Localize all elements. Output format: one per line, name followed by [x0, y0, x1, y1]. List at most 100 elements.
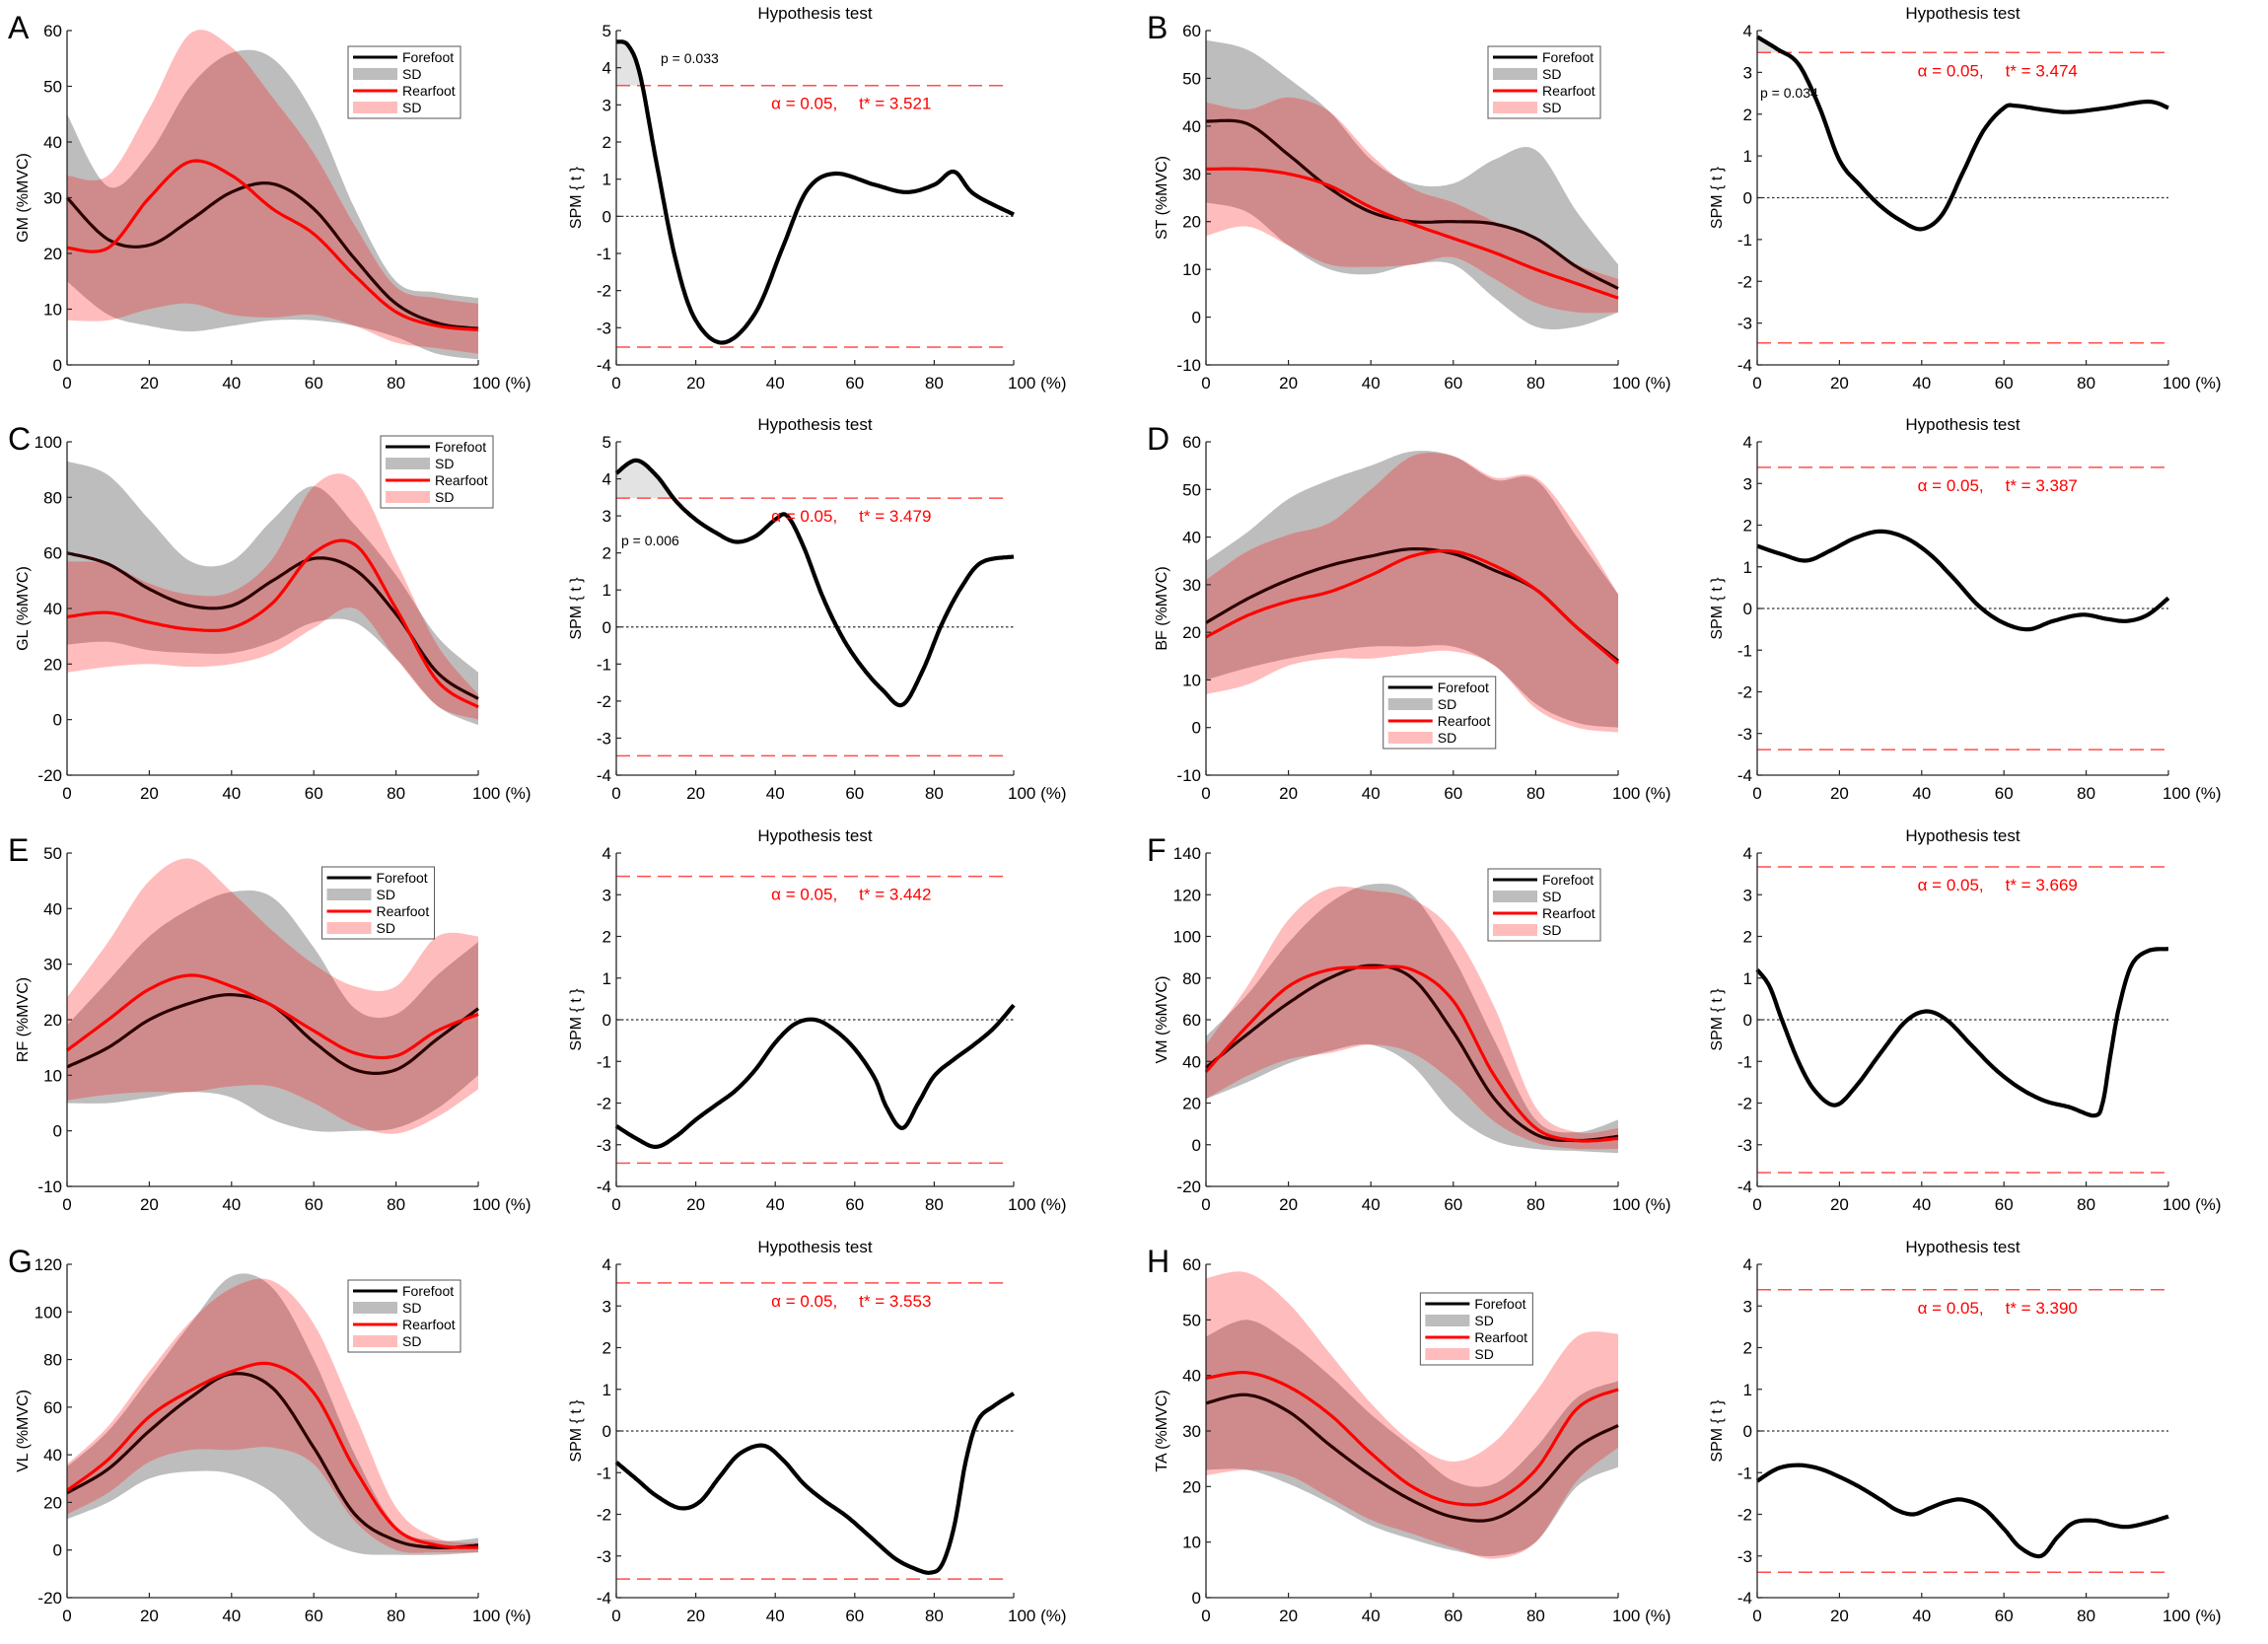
y-tick-label: 2 [1743, 1339, 1752, 1358]
y-axis-label: RF (%MVC) [15, 977, 32, 1062]
x-tick-label: 0 [62, 374, 71, 393]
y-tick-label: 0 [602, 618, 611, 637]
x-tick-label: 40 [766, 1607, 785, 1625]
suprathreshold-cluster [616, 41, 643, 86]
y-tick-label: 50 [43, 78, 62, 97]
y-tick-label: 80 [1182, 969, 1201, 988]
x-tick-label: 20 [140, 374, 159, 393]
x-tick-label: 100 (%) [472, 1607, 532, 1625]
y-tick-label: -4 [1737, 1178, 1752, 1196]
legend-rearfoot-label: Rearfoot [377, 903, 430, 919]
y-tick-label: 4 [602, 1255, 611, 1274]
legend-forefoot-sd-swatch [386, 458, 430, 469]
x-tick-label: 80 [925, 374, 944, 393]
x-tick-label: 60 [1444, 1607, 1462, 1625]
rearfoot-mean-line [1204, 965, 1619, 1143]
y-tick-label: 1 [1743, 969, 1752, 988]
y-tick-label: -3 [597, 319, 611, 337]
x-tick-label: 60 [1444, 1195, 1462, 1214]
legend-rearfoot-sd-label: SD [1542, 100, 1561, 115]
y-tick-label: 30 [1182, 165, 1201, 183]
spm-t-curve [1755, 1463, 2170, 1559]
y-tick-label: 60 [43, 1398, 62, 1417]
x-tick-label: 100 (%) [2162, 1195, 2222, 1214]
x-tick-label: 0 [1752, 1607, 1761, 1625]
y-tick-label: 40 [43, 133, 62, 152]
x-tick-label: 20 [1279, 784, 1298, 803]
x-tick-label: 0 [1752, 784, 1761, 803]
tstar-annotation: t* = 3.390 [2006, 1299, 2078, 1318]
legend-rearfoot-sd-swatch [353, 1335, 397, 1347]
alpha-annotation: α = 0.05, [771, 95, 837, 113]
x-tick-label: 100 (%) [2162, 784, 2222, 803]
legend-forefoot-sd-swatch [353, 68, 397, 80]
x-tick-label: 60 [1995, 374, 2014, 393]
legend-rearfoot-sd-label: SD [402, 1333, 421, 1349]
x-tick-label: 100 (%) [1612, 1195, 1671, 1214]
y-tick-label: 120 [35, 1255, 62, 1274]
y-tick-label: 0 [1743, 1011, 1752, 1030]
panel-letter: H [1147, 1244, 1169, 1279]
rearfoot-mean-line [66, 538, 479, 709]
rearfoot-mean-line [1206, 167, 1619, 300]
tstar-annotation: t* = 3.474 [2006, 61, 2078, 80]
legend-forefoot-label: Forefoot [1438, 679, 1489, 695]
x-tick-label: 80 [387, 1195, 405, 1214]
x-tick-label: 40 [1362, 374, 1381, 393]
alpha-annotation: α = 0.05, [1918, 876, 1984, 894]
y-axis-label: GL (%MVC) [15, 566, 32, 651]
y-tick-label: 5 [602, 433, 611, 452]
x-tick-label: 20 [1830, 1607, 1849, 1625]
y-tick-label: -4 [1737, 1589, 1752, 1608]
y-tick-label: 3 [1743, 886, 1752, 904]
x-tick-label: 100 (%) [1612, 374, 1671, 393]
x-tick-label: 100 (%) [1008, 374, 1067, 393]
y-tick-label: 40 [43, 1446, 62, 1465]
x-tick-label: 80 [1526, 374, 1545, 393]
alpha-annotation: α = 0.05, [1918, 476, 1984, 495]
y-tick-label: 0 [1743, 600, 1752, 618]
legend-forefoot-sd-label: SD [435, 456, 454, 471]
legend-rearfoot-sd-label: SD [1474, 1346, 1493, 1362]
x-tick-label: 60 [845, 374, 864, 393]
spm-panel-C-SPM: -4 -3 -2 -1 0 1 2 3 4 5 0 20 40 60 80 100 (%) SPM { t } H… [568, 415, 1067, 803]
y-axis-label: ST (%MVC) [1154, 156, 1170, 240]
rearfoot-mean-line [1205, 549, 1620, 665]
y-tick-label: 100 [35, 1303, 62, 1322]
y-tick-label: 40 [1182, 529, 1201, 547]
spm-t-curve [1755, 529, 2170, 632]
y-tick-label: 140 [1173, 844, 1201, 863]
x-tick-label: 0 [62, 1195, 71, 1214]
spm-title: Hypothesis test [1905, 1238, 2020, 1256]
legend-rearfoot-sd-label: SD [1542, 922, 1561, 938]
x-tick-label: 20 [140, 1195, 159, 1214]
forefoot-mean-line [1206, 118, 1619, 290]
y-tick-label: 0 [602, 207, 611, 226]
x-tick-label: 60 [305, 1195, 323, 1214]
x-tick-label: 20 [140, 1607, 159, 1625]
y-tick-label: 0 [53, 1541, 62, 1560]
y-tick-label: 50 [1182, 1311, 1201, 1329]
legend-forefoot-sd-label: SD [402, 66, 421, 82]
x-tick-label: 40 [766, 1195, 785, 1214]
y-tick-label: 0 [53, 711, 62, 730]
x-tick-label: 100 (%) [1008, 784, 1067, 803]
y-tick-label: 10 [1182, 671, 1201, 689]
spm-title: Hypothesis test [1905, 4, 2020, 23]
x-tick-label: 80 [925, 784, 944, 803]
y-tick-label: 3 [602, 1297, 611, 1316]
legend-forefoot-label: Forefoot [402, 49, 454, 65]
legend-forefoot-sd-swatch [353, 1302, 397, 1314]
y-tick-label: -4 [1737, 766, 1752, 785]
forefoot-mean-line [66, 1372, 479, 1549]
y-tick-label: 4 [1743, 22, 1752, 40]
y-tick-label: 3 [1743, 1297, 1752, 1316]
y-tick-label: 30 [1182, 1422, 1201, 1441]
y-tick-label: 1 [1743, 1381, 1752, 1399]
